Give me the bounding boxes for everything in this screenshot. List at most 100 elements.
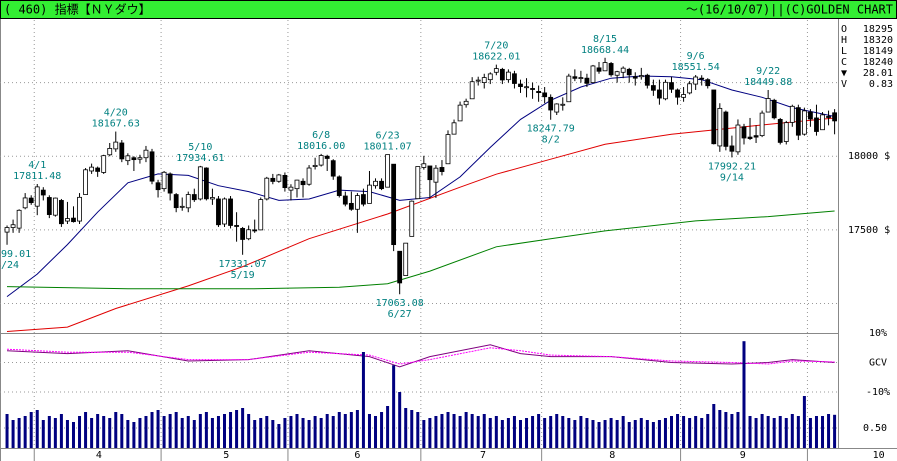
annotation-date: 4/1 bbox=[28, 160, 46, 171]
volume-bar bbox=[108, 418, 112, 448]
annotation-value: 17331.07 bbox=[219, 259, 267, 270]
candle-body bbox=[173, 194, 179, 209]
candle-body bbox=[203, 167, 209, 200]
candle-body bbox=[131, 157, 137, 161]
annotation-date: 9/14 bbox=[720, 172, 744, 183]
candle-body bbox=[397, 250, 403, 284]
volume-bar bbox=[150, 412, 154, 448]
candle-body bbox=[270, 177, 276, 182]
candle-body bbox=[814, 117, 819, 132]
annotation-date: 7/20 bbox=[484, 41, 508, 52]
candle-body bbox=[373, 180, 378, 187]
volume-bar bbox=[174, 412, 178, 448]
candle-body bbox=[336, 176, 342, 196]
volume-bar bbox=[434, 416, 438, 448]
candle-body bbox=[324, 155, 330, 159]
candle-body bbox=[403, 242, 409, 276]
moving-average bbox=[6, 75, 835, 298]
volume-bar bbox=[380, 412, 384, 448]
info-value: 18149 bbox=[863, 46, 893, 57]
annotation-date: 6/23 bbox=[376, 131, 400, 142]
candle-body bbox=[445, 134, 451, 165]
candle-body bbox=[777, 119, 783, 143]
candle-body bbox=[143, 149, 149, 159]
volume-bar bbox=[229, 412, 233, 448]
volume-bar bbox=[645, 420, 649, 448]
candle-body bbox=[481, 77, 487, 84]
candle-body bbox=[602, 62, 608, 72]
volume-bar bbox=[126, 420, 130, 448]
volume-bar bbox=[446, 412, 450, 448]
candle-body bbox=[584, 77, 590, 84]
volume-bar bbox=[784, 418, 788, 448]
volume-bar bbox=[301, 418, 305, 448]
volume-bar bbox=[325, 414, 329, 448]
volume-bar bbox=[670, 416, 673, 448]
volume-bar bbox=[585, 418, 589, 448]
volume-bar bbox=[47, 416, 51, 448]
volume-bar bbox=[392, 365, 396, 448]
volume-bar bbox=[488, 418, 492, 448]
candle-body bbox=[771, 99, 777, 119]
candle-body bbox=[826, 116, 831, 118]
volume-bar bbox=[518, 420, 522, 448]
volume-bar bbox=[440, 414, 444, 448]
candle-body bbox=[669, 82, 674, 90]
candle-body bbox=[542, 92, 548, 98]
volume-bar bbox=[833, 414, 837, 448]
candle-body bbox=[191, 194, 197, 201]
x-tick-label: 9 bbox=[740, 450, 746, 461]
annotation-value: 17811.48 bbox=[13, 171, 61, 182]
gcv-tick-label: -10% bbox=[866, 387, 890, 398]
volume-bar bbox=[367, 414, 371, 448]
candle-body bbox=[530, 88, 535, 90]
info-value: 0.83 bbox=[869, 79, 893, 90]
x-tick-label: 7 bbox=[480, 450, 486, 461]
candle-body bbox=[282, 174, 288, 189]
volume-bar bbox=[216, 416, 220, 448]
candle-body bbox=[518, 83, 523, 87]
candle-body bbox=[795, 107, 801, 136]
info-value: 28.01 bbox=[863, 68, 893, 79]
volume-bar bbox=[549, 416, 553, 448]
candle-body bbox=[820, 114, 825, 131]
volume-bar bbox=[531, 416, 535, 448]
candle-body bbox=[107, 148, 113, 156]
candle-body bbox=[167, 173, 173, 194]
volume-bar bbox=[742, 341, 746, 448]
y-tick-label: 17500 $ bbox=[848, 225, 890, 236]
gcv-line bbox=[6, 347, 835, 365]
volume-bar bbox=[156, 410, 160, 448]
volume-bar bbox=[198, 414, 202, 448]
volume-bar bbox=[633, 420, 637, 448]
candle-body bbox=[705, 79, 711, 87]
candle-body bbox=[354, 195, 360, 210]
volume-bar bbox=[253, 420, 257, 448]
volume-bar bbox=[676, 414, 680, 448]
volume-tick-label: 0.50 bbox=[863, 423, 887, 434]
volume-bar bbox=[827, 414, 831, 448]
candle-body bbox=[155, 182, 161, 191]
candle-body bbox=[499, 68, 505, 81]
x-tick-label: 4 bbox=[96, 450, 102, 461]
volume-bar bbox=[349, 412, 353, 448]
annotation-date: 3/24 bbox=[0, 260, 19, 271]
annotation-value: 17063.08 bbox=[376, 298, 424, 309]
volume-bar bbox=[615, 420, 619, 448]
candle-body bbox=[657, 89, 662, 99]
annotation-date: 8/15 bbox=[593, 34, 617, 45]
candle-body bbox=[306, 167, 312, 185]
volume-bar bbox=[259, 418, 263, 448]
volume-bar bbox=[313, 416, 317, 448]
candle-body bbox=[554, 103, 560, 113]
candle-body bbox=[512, 73, 517, 84]
volume-bar bbox=[525, 418, 529, 448]
candle-body bbox=[741, 126, 747, 139]
volume-bar bbox=[84, 412, 88, 448]
candle-body bbox=[699, 77, 705, 80]
volume-bar bbox=[331, 416, 335, 448]
candle-body bbox=[34, 186, 40, 207]
candle-body bbox=[711, 89, 717, 145]
volume-bar bbox=[319, 418, 323, 448]
candle-body bbox=[77, 196, 82, 222]
